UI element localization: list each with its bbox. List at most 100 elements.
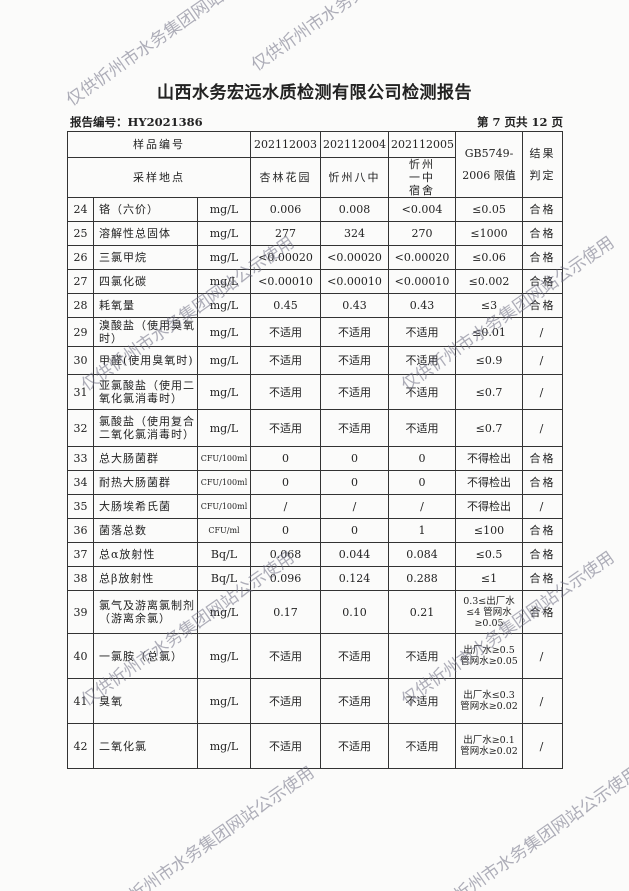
sample-no-label: 样品编号 xyxy=(67,131,251,158)
limit: 出厂水≥0.5 管网水≥0.05 xyxy=(455,633,523,679)
value-sample-2: 0.10 xyxy=(320,590,389,634)
result: 合格 xyxy=(522,590,563,634)
table-row: 33 总大肠菌群 CFU/100ml 0 0 0 不得检出 合格 xyxy=(67,446,563,471)
table-row: 40 一氯胺（总氯） mg/L 不适用 不适用 不适用 出厂水≥0.5 管网水≥0.05/ xyxy=(67,633,563,679)
row-number: 40 xyxy=(67,633,94,679)
value-sample-3: 不适用 xyxy=(388,409,456,447)
limit: ≤0.7 xyxy=(455,374,523,410)
result: / xyxy=(522,494,563,519)
unit: mg/L xyxy=(197,409,251,447)
value-sample-1: 不适用 xyxy=(250,317,321,347)
site-3: 忻州一中宿舍 xyxy=(388,157,456,198)
value-sample-2: <0.00020 xyxy=(320,245,389,270)
table-row: 32 氯酸盐（使用复合二氧化氯消毒时） mg/L 不适用 不适用 不适用 ≤0.7/ xyxy=(67,409,563,447)
item-name: 菌落总数 xyxy=(93,518,198,543)
unit: CFU/ml xyxy=(197,518,251,543)
row-number: 33 xyxy=(67,446,94,471)
unit: Bq/L xyxy=(197,542,251,567)
value-sample-2: 0.044 xyxy=(320,542,389,567)
value-sample-2: 0.008 xyxy=(320,197,389,222)
result: 合格 xyxy=(522,542,563,567)
row-number: 36 xyxy=(67,518,94,543)
result: 合格 xyxy=(522,197,563,222)
value-sample-2: 不适用 xyxy=(320,374,389,410)
table-row: 31 亚氯酸盐（使用二氧化氯消毒时） mg/L 不适用 不适用 不适用 ≤0.7/ xyxy=(67,374,563,410)
item-name: 铬（六价） xyxy=(93,197,198,222)
value-sample-3: / xyxy=(388,494,456,519)
sample-3: 202112005 xyxy=(388,131,456,158)
result: 合格 xyxy=(522,518,563,543)
result: / xyxy=(522,409,563,447)
row-number: 41 xyxy=(67,678,94,724)
value-sample-1: 0 xyxy=(250,518,321,543)
unit: mg/L xyxy=(197,590,251,634)
value-sample-2: 不适用 xyxy=(320,723,389,769)
table-row: 41 臭氧 mg/L 不适用 不适用 不适用 出厂水≤0.3 管网水≥0.02/ xyxy=(67,678,563,724)
value-sample-3: <0.004 xyxy=(388,197,456,222)
report-title: 山西水务宏远水质检测有限公司检测报告 xyxy=(157,83,472,103)
result: / xyxy=(522,317,563,347)
header-row-site: 采样地点 杏林花园 忻州八中 忻州一中宿舍 xyxy=(67,157,563,198)
unit: mg/L xyxy=(197,245,251,270)
value-sample-1: 0.068 xyxy=(250,542,321,567)
unit: CFU/100ml xyxy=(197,470,251,495)
item-name: 大肠埃希氏菌 xyxy=(93,494,198,519)
limit: 不得检出 xyxy=(455,494,523,519)
unit: mg/L xyxy=(197,317,251,347)
value-sample-2: 0 xyxy=(320,446,389,471)
value-sample-3: 不适用 xyxy=(388,633,456,679)
table-row: 36 菌落总数 CFU/ml 0 0 1 ≤100 合格 xyxy=(67,518,563,543)
value-sample-1: <0.00010 xyxy=(250,269,321,294)
unit: mg/L xyxy=(197,221,251,246)
limit: 出厂水≥0.1 管网水≥0.02 xyxy=(455,723,523,769)
value-sample-1: 不适用 xyxy=(250,374,321,410)
value-sample-2: 0.124 xyxy=(320,566,389,591)
value-sample-2: <0.00010 xyxy=(320,269,389,294)
value-sample-3: 270 xyxy=(388,221,456,246)
value-sample-1: 不适用 xyxy=(250,346,321,375)
limit: ≤0.05 xyxy=(455,197,523,222)
row-number: 28 xyxy=(67,293,94,318)
limit: ≤1000 xyxy=(455,221,523,246)
value-sample-1: 0 xyxy=(250,470,321,495)
value-sample-1: 0.17 xyxy=(250,590,321,634)
unit: mg/L xyxy=(197,723,251,769)
value-sample-3: 不适用 xyxy=(388,346,456,375)
site-2: 忻州八中 xyxy=(320,157,389,198)
row-number: 27 xyxy=(67,269,94,294)
table-row: 28 耗氧量 mg/L 0.45 0.43 0.43 ≤3 合格 xyxy=(67,293,563,318)
unit: mg/L xyxy=(197,678,251,724)
value-sample-1: / xyxy=(250,494,321,519)
value-sample-2: / xyxy=(320,494,389,519)
row-number: 24 xyxy=(67,197,94,222)
item-name: 总β放射性 xyxy=(93,566,198,591)
value-sample-2: 0 xyxy=(320,518,389,543)
limit: ≤0.5 xyxy=(455,542,523,567)
value-sample-3: 0 xyxy=(388,470,456,495)
site-1: 杏林花园 xyxy=(250,157,321,198)
unit: CFU/100ml xyxy=(197,494,251,519)
table-row: 39 氯气及游离氯制剂（游离余氯） mg/L 0.17 0.10 0.21 0.3≤出厂水≤… xyxy=(67,590,563,634)
limit: 出厂水≤0.3 管网水≥0.02 xyxy=(455,678,523,724)
table-row: 34 耐热大肠菌群 CFU/100ml 0 0 0 不得检出 合格 xyxy=(67,470,563,495)
value-sample-1: <0.00020 xyxy=(250,245,321,270)
result: 合格 xyxy=(522,566,563,591)
table-row: 38 总β放射性 Bq/L 0.096 0.124 0.288 ≤1 合格 xyxy=(67,566,563,591)
page-number: 第 7 页共 12 页 xyxy=(476,115,563,129)
value-sample-2: 324 xyxy=(320,221,389,246)
value-sample-2: 0.43 xyxy=(320,293,389,318)
watermark: 仅供忻州市水务集团网站公示使用 xyxy=(97,762,319,891)
value-sample-2: 不适用 xyxy=(320,346,389,375)
unit: mg/L xyxy=(197,374,251,410)
item-name: 溶解性总固体 xyxy=(93,221,198,246)
value-sample-2: 不适用 xyxy=(320,678,389,724)
result: 合格 xyxy=(522,245,563,270)
value-sample-2: 0 xyxy=(320,470,389,495)
table-row: 37 总α放射性 Bq/L 0.068 0.044 0.084 ≤0.5 合格 xyxy=(67,542,563,567)
limit: ≤1 xyxy=(455,566,523,591)
value-sample-3: 1 xyxy=(388,518,456,543)
watermark: 仅供忻州市水务集团网站公示使用 xyxy=(422,762,629,891)
limit: 不得检出 xyxy=(455,446,523,471)
value-sample-1: 0.45 xyxy=(250,293,321,318)
